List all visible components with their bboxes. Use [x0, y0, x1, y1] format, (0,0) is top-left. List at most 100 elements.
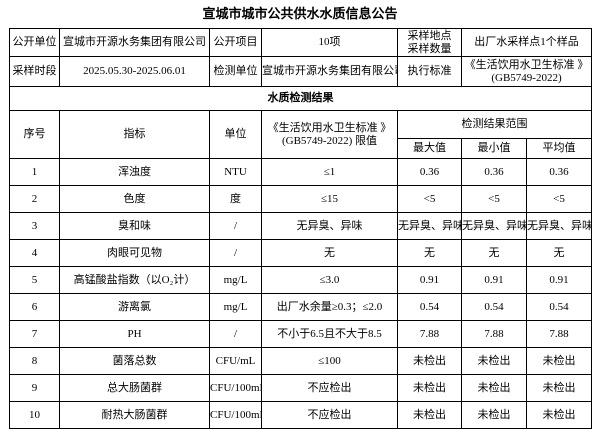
- column-header: 序号: [9, 110, 60, 159]
- cell: 3: [9, 212, 60, 240]
- cell: 无异臭、异味: [397, 212, 462, 240]
- cell: 未检出: [461, 347, 527, 375]
- info-label: 执行标准: [397, 56, 462, 87]
- cell: ≤15: [261, 185, 398, 213]
- cell: 0.54: [461, 293, 527, 321]
- cell-line: 《生活饮用水卫生标准 》: [464, 58, 589, 71]
- cell: 高锰酸盐指数（以O₂计）: [59, 266, 210, 294]
- cell: 不应检出: [261, 374, 398, 402]
- cell: 10: [9, 401, 60, 429]
- column-header: 最小值: [461, 138, 527, 159]
- cell: /: [209, 320, 262, 348]
- cell: 浑浊度: [59, 158, 210, 186]
- info-value: 2025.05.30-2025.06.01: [59, 56, 210, 87]
- cell: 0.54: [526, 293, 592, 321]
- cell: 未检出: [526, 374, 592, 402]
- cell: 0.36: [526, 158, 592, 186]
- section-title: 水质检测结果: [9, 86, 592, 111]
- cell: /: [209, 239, 262, 267]
- cell: 未检出: [526, 347, 592, 375]
- cell: 未检出: [526, 401, 592, 429]
- info-label: 公开项目: [209, 28, 262, 57]
- cell: mg/L: [209, 293, 262, 321]
- cell: 7.88: [526, 320, 592, 348]
- cell: 无异臭、异味: [526, 212, 592, 240]
- table-row: 9 总大肠菌群 CFU/100mL 不应检出 未检出 未检出 未检出: [9, 374, 592, 402]
- column-header: 《生活饮用水卫生标准 》 (GB5749-2022) 限值: [261, 110, 398, 159]
- table-row: 序号 指标 单位 《生活饮用水卫生标准 》 (GB5749-2022) 限值 检测结果范围: [9, 110, 592, 159]
- cell: PH: [59, 320, 210, 348]
- cell: 7.88: [461, 320, 527, 348]
- cell: 7.88: [397, 320, 462, 348]
- cell: mg/L: [209, 266, 262, 294]
- cell: 无: [397, 239, 462, 267]
- cell: 无异臭、异味: [261, 212, 398, 240]
- cell-line: (GB5749-2022): [491, 71, 562, 84]
- cell: ≤1: [261, 158, 398, 186]
- cell: 游离氯: [59, 293, 210, 321]
- info-value: 宣城市开源水务集团有限公司: [59, 28, 210, 57]
- cell: 无异臭、异味: [461, 212, 527, 240]
- cell: 臭和味: [59, 212, 210, 240]
- cell: CFU/mL: [209, 347, 262, 375]
- column-header: 检测结果范围: [397, 110, 592, 139]
- table-row: 4 肉眼可见物 / 无无无无: [9, 239, 592, 267]
- cell: 菌落总数: [59, 347, 210, 375]
- cell: 度: [209, 185, 262, 213]
- info-value: 宣城市开源水务集团有限公司: [261, 56, 398, 87]
- cell: 未检出: [461, 401, 527, 429]
- info-label: 采样地点 采样数量: [397, 28, 462, 57]
- cell: 0.91: [461, 266, 527, 294]
- table-row: 5 高锰酸盐指数（以O₂计） mg/L ≤3.0 0.91 0.91 0.91: [9, 266, 592, 294]
- column-header: 最大值: [397, 138, 462, 159]
- cell: 色度: [59, 185, 210, 213]
- cell: 无: [261, 239, 398, 267]
- info-value: 10项: [261, 28, 398, 57]
- cell: NTU: [209, 158, 262, 186]
- cell: 4: [9, 239, 60, 267]
- cell: 未检出: [461, 374, 527, 402]
- cell: 未检出: [397, 374, 462, 402]
- cell: ≤100: [261, 347, 398, 375]
- cell: 无: [461, 239, 527, 267]
- cell: <5: [461, 185, 527, 213]
- cell: 不应检出: [261, 401, 398, 429]
- cell: 1: [9, 158, 60, 186]
- column-header: 单位: [209, 110, 262, 159]
- cell-line: 采样地点: [407, 29, 452, 42]
- cell: 耐热大肠菌群: [59, 401, 210, 429]
- cell: 未检出: [397, 347, 462, 375]
- title: 宣城市城市公共供水水质信息公告: [202, 6, 398, 21]
- info-label: 检测单位: [209, 56, 262, 87]
- cell: 总大肠菌群: [59, 374, 210, 402]
- cell: 9: [9, 374, 60, 402]
- table-row: 采样时段 2025.05.30-2025.06.01 检测单位 宣城市开源水务集团有限…: [9, 56, 592, 87]
- info-label: 采样时段: [9, 56, 60, 87]
- cell: 6: [9, 293, 60, 321]
- table-row: 6 游离氯 mg/L 出厂水余量≥0.3；≤2.0 0.54 0.54 0.54: [9, 293, 592, 321]
- cell: 0.54: [397, 293, 462, 321]
- cell: 0.91: [397, 266, 462, 294]
- cell: 未检出: [397, 401, 462, 429]
- cell: 无: [526, 239, 592, 267]
- info-value: 出厂水采样点1个样品: [461, 28, 592, 57]
- cell: 不小于6.5且不大于8.5: [261, 320, 398, 348]
- cell: <5: [397, 185, 462, 213]
- cell: 7: [9, 320, 60, 348]
- table-row: 8 菌落总数 CFU/mL ≤100 未检出 未检出 未检出: [9, 347, 592, 375]
- cell: 出厂水余量≥0.3；≤2.0: [261, 293, 398, 321]
- column-header: 平均值: [526, 138, 592, 159]
- quality-table: 公开单位 宣城市开源水务集团有限公司 公开项目 10项 采样地点 采样数量 出厂水采样点1个…: [9, 28, 592, 429]
- cell: 0.36: [461, 158, 527, 186]
- cell-line: 《生活饮用水卫生标准 》: [267, 121, 392, 134]
- table-row: 10 耐热大肠菌群 CFU/100mL 不应检出 未检出 未检出 未检出: [9, 401, 592, 429]
- table-row: 7 PH / 不小于6.5且不大于8.5 7.88 7.88 7.88: [9, 320, 592, 348]
- cell: 肉眼可见物: [59, 239, 210, 267]
- cell: CFU/100mL: [209, 401, 262, 429]
- cell: 5: [9, 266, 60, 294]
- cell: /: [209, 212, 262, 240]
- cell: 0.36: [397, 158, 462, 186]
- info-value: 《生活饮用水卫生标准 》 (GB5749-2022): [461, 56, 592, 87]
- cell-line: (GB5749-2022) 限值: [281, 134, 378, 147]
- cell: ≤3.0: [261, 266, 398, 294]
